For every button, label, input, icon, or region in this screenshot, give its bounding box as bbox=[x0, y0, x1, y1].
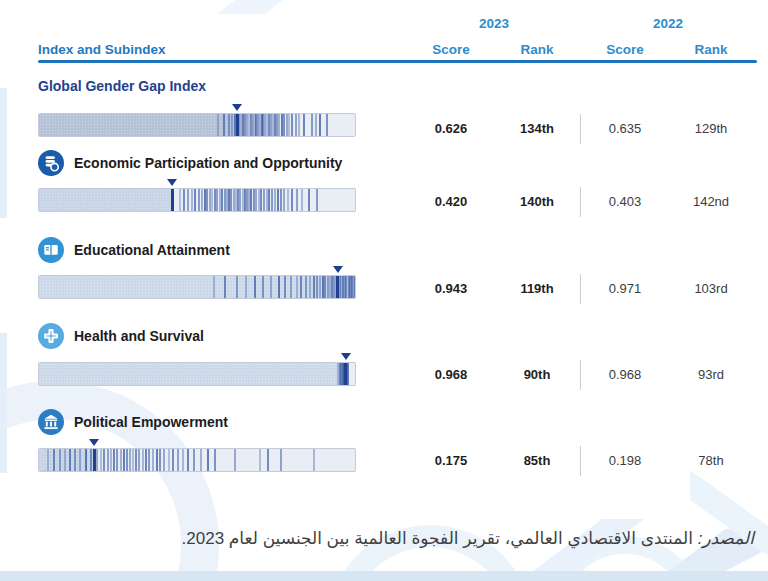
source-text: المنتدى الاقتصادي العالمي، تقرير الفجوة … bbox=[182, 529, 693, 548]
row-header: Educational Attainment bbox=[38, 237, 230, 263]
medical-cross-icon bbox=[38, 323, 64, 349]
header-divider-rule bbox=[38, 60, 757, 63]
score-2023: 0.420 bbox=[408, 193, 494, 211]
score-2022: 0.968 bbox=[582, 366, 668, 384]
rank-column-header-2022: Rank bbox=[668, 42, 754, 57]
rank-2022: 142nd bbox=[668, 193, 754, 211]
column-divider bbox=[580, 114, 581, 144]
source-prefix: المصدر: bbox=[698, 529, 754, 548]
country-marker-icon bbox=[167, 179, 177, 186]
score-2022: 0.635 bbox=[582, 120, 668, 138]
score-2022: 0.198 bbox=[582, 452, 668, 470]
column-divider bbox=[580, 187, 581, 217]
country-marker-icon bbox=[89, 439, 99, 446]
row-label: Economic Participation and Opportunity bbox=[74, 155, 342, 171]
row-label: Health and Survival bbox=[74, 328, 204, 344]
index-column-header: Index and Subindex bbox=[38, 42, 166, 57]
rank-2022: 129th bbox=[668, 120, 754, 138]
gender-gap-report-panel: Index and Subindex 2023 2022 Score Rank … bbox=[0, 0, 768, 581]
score-column-header-2023: Score bbox=[408, 42, 494, 57]
year-header-2022: 2022 bbox=[582, 16, 754, 31]
country-marker-icon bbox=[232, 104, 242, 111]
rank-column-header-2023: Rank bbox=[494, 42, 580, 57]
rank-2022: 103rd bbox=[668, 280, 754, 298]
row-header: Political Empowerment bbox=[38, 409, 228, 435]
distribution-bar bbox=[38, 439, 356, 472]
year-header-2023: 2023 bbox=[408, 16, 580, 31]
rank-2023: 140th bbox=[494, 193, 580, 211]
rank-2022: 78th bbox=[668, 452, 754, 470]
open-book-icon bbox=[38, 237, 64, 263]
distribution-bar bbox=[38, 104, 356, 137]
row-header: Health and Survival bbox=[38, 323, 204, 349]
distribution-bar bbox=[38, 266, 356, 299]
column-divider bbox=[580, 360, 581, 390]
score-2023: 0.943 bbox=[408, 280, 494, 298]
row-label: Political Empowerment bbox=[74, 414, 228, 430]
distribution-bar bbox=[38, 179, 356, 212]
government-building-icon bbox=[38, 409, 64, 435]
column-divider bbox=[580, 274, 581, 304]
coins-icon bbox=[38, 150, 64, 176]
country-marker-icon bbox=[333, 266, 343, 273]
row-label: Global Gender Gap Index bbox=[38, 78, 206, 94]
rank-2023: 134th bbox=[494, 120, 580, 138]
rank-2023: 90th bbox=[494, 366, 580, 384]
rank-2022: 93rd bbox=[668, 366, 754, 384]
country-marker-icon bbox=[341, 353, 351, 360]
rank-2023: 85th bbox=[494, 452, 580, 470]
row-header: Economic Participation and Opportunity bbox=[38, 150, 342, 176]
column-divider bbox=[580, 446, 581, 476]
score-column-header-2022: Score bbox=[582, 42, 668, 57]
score-2022: 0.403 bbox=[582, 193, 668, 211]
score-2023: 0.626 bbox=[408, 120, 494, 138]
row-label: Educational Attainment bbox=[74, 242, 230, 258]
distribution-bar bbox=[38, 353, 356, 386]
score-2023: 0.175 bbox=[408, 452, 494, 470]
source-caption: المصدر: المنتدى الاقتصادي العالمي، تقرير… bbox=[182, 528, 754, 549]
rank-2023: 119th bbox=[494, 280, 580, 298]
score-2022: 0.971 bbox=[582, 280, 668, 298]
score-2023: 0.968 bbox=[408, 366, 494, 384]
